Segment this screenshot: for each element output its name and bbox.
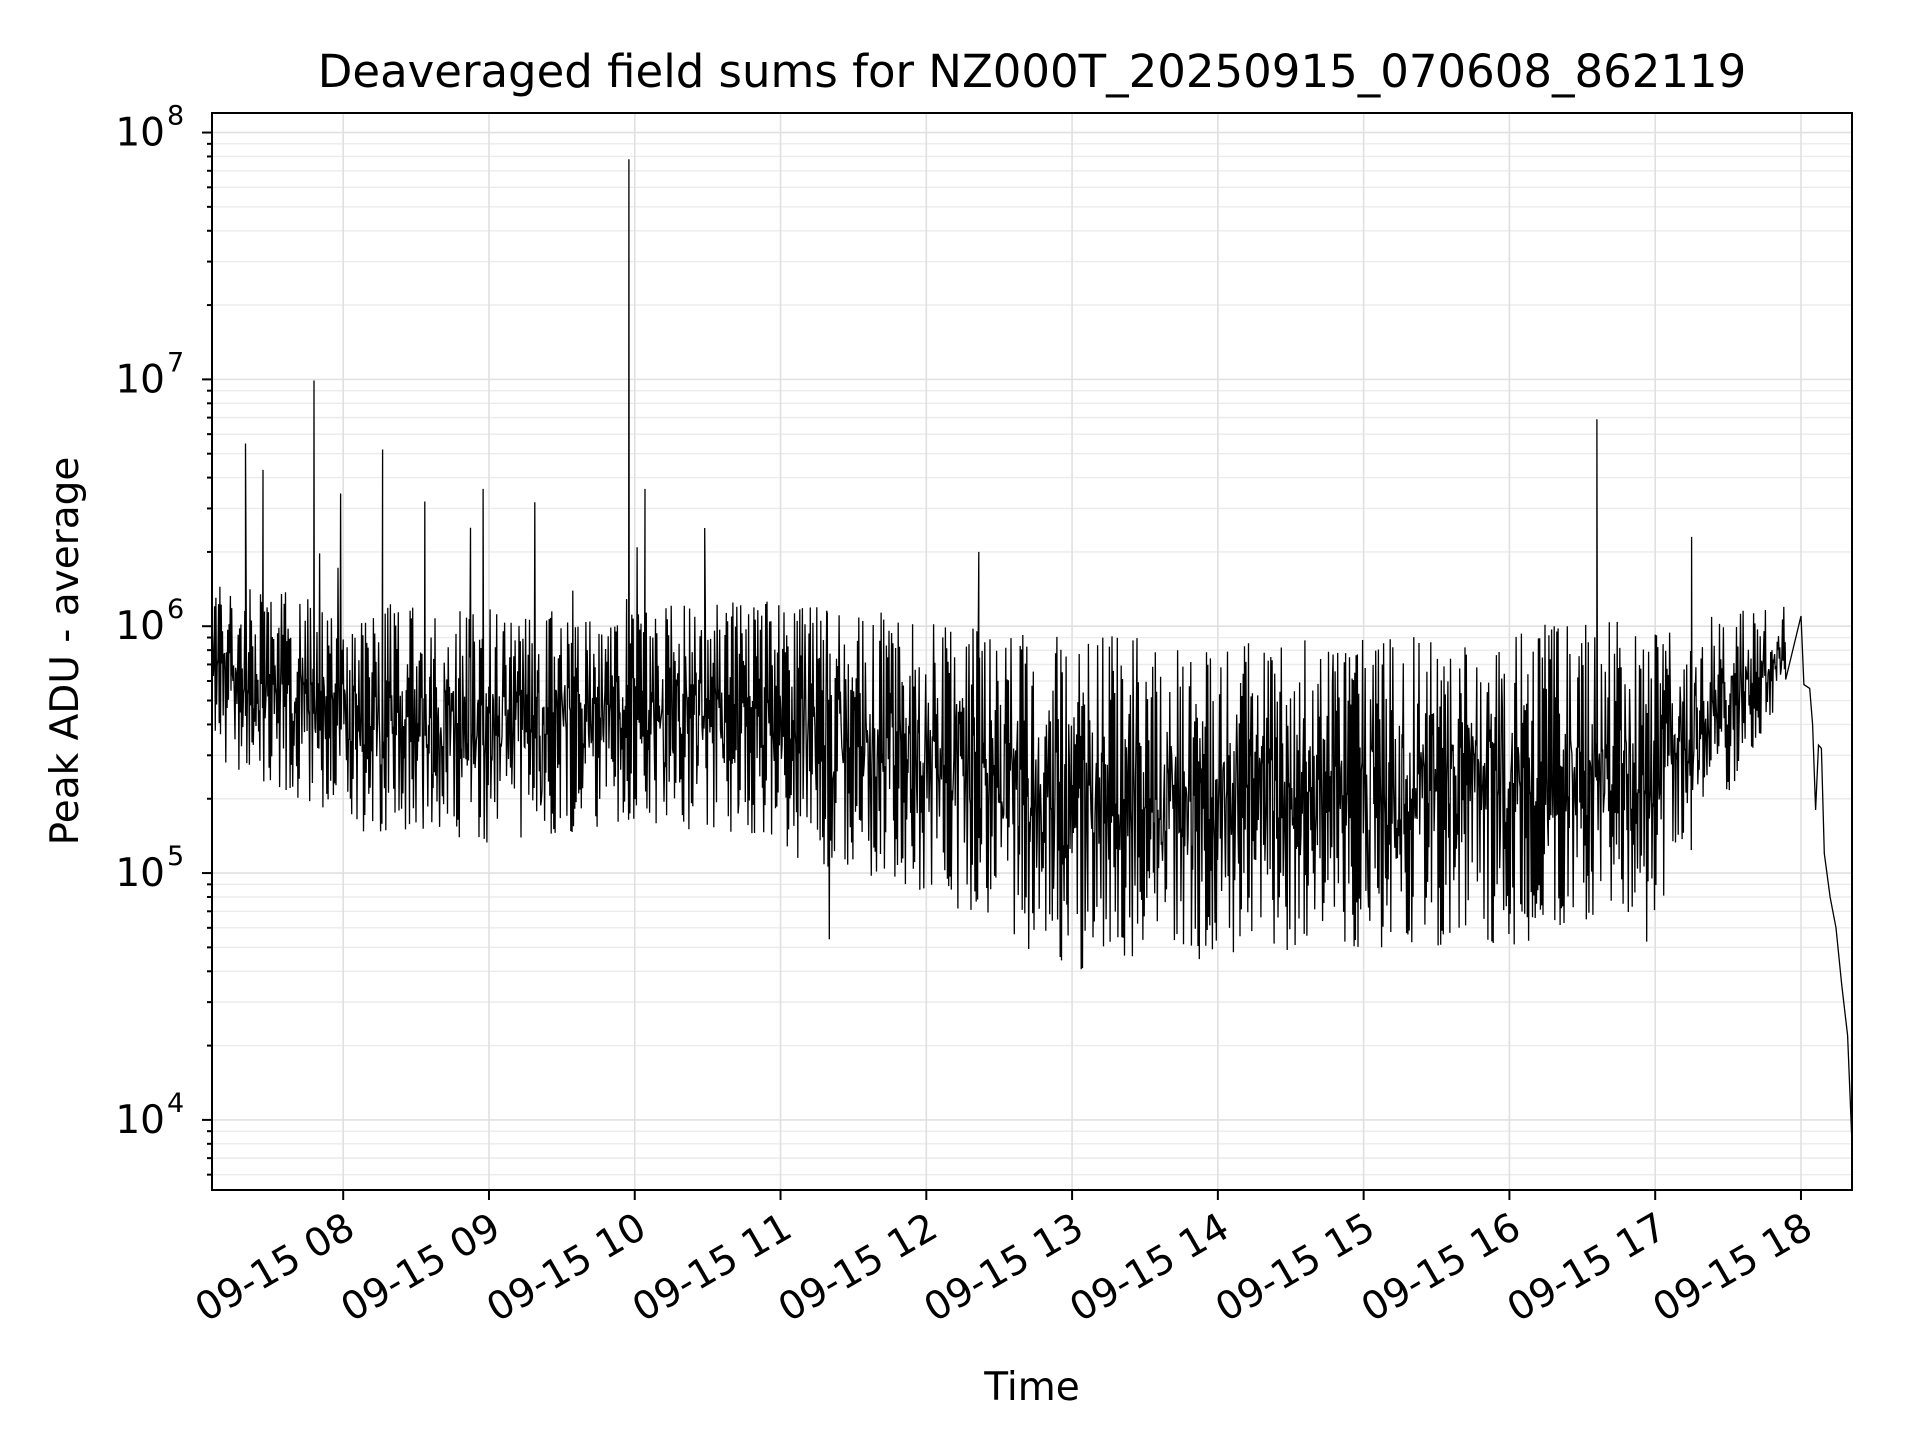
y-tick-exponent: 4: [167, 1088, 184, 1119]
y-tick-exponent: 6: [167, 594, 184, 625]
y-tick-exponent: 7: [167, 347, 184, 378]
series-line: [211, 159, 1853, 1144]
y-tick-label: 10: [115, 357, 165, 402]
y-tick-label: 10: [115, 1098, 165, 1143]
y-tick-label: 10: [115, 111, 165, 156]
y-axis-label: Peak ADU - average: [43, 457, 88, 846]
y-tick-label: 10: [115, 851, 165, 896]
x-axis-label: Time: [983, 1365, 1079, 1410]
y-tick-exponent: 5: [167, 841, 184, 872]
chart-title: Deaveraged field sums for NZ000T_2025091…: [318, 45, 1747, 98]
y-tick-label: 10: [115, 604, 165, 649]
plot-frame: [211, 112, 1853, 1191]
series-layer: [211, 159, 1853, 1144]
y-tick-exponent: 8: [167, 101, 184, 132]
